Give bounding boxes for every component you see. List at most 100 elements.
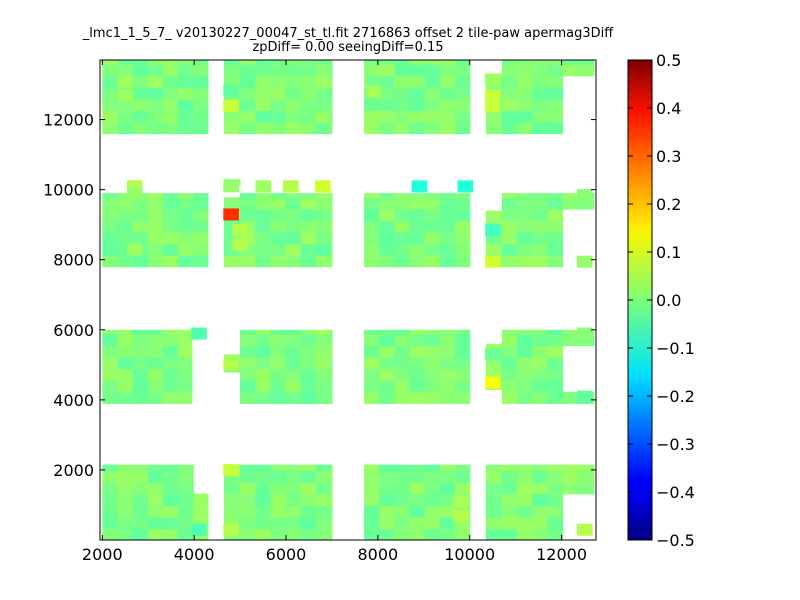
heatmap-cell [424,329,441,335]
heatmap-cell [132,528,149,540]
heatmap-cell [102,193,119,198]
heatmap-cell [270,333,287,347]
heatmap-cell [162,64,179,77]
heatmap-cell [379,493,395,506]
heatmap-cell [240,98,256,112]
heatmap-cell [501,470,518,483]
heatmap-cell [592,193,595,198]
heatmap-cell [547,87,564,100]
heatmap-cell [547,345,564,358]
heatmap-cell [500,220,503,233]
heatmap-cell [439,193,456,198]
heatmap-cell [255,64,271,77]
heatmap-cell [255,60,271,65]
heatmap-cell [501,243,518,256]
heatmap-cell [102,98,119,112]
heatmap-cell [300,122,317,135]
heatmap-cell [517,122,533,135]
heatmap-cell [239,197,241,210]
heatmap-cell [592,482,595,495]
heatmap-cell-highlight [223,84,239,97]
heatmap-cell [132,505,149,518]
heatmap-cell [255,391,271,404]
heatmap-cell [224,255,240,268]
heatmap-cell [147,243,164,256]
heatmap-cell [178,110,194,123]
heatmap-cell [239,360,241,373]
heatmap-cell [409,368,426,381]
heatmap-cell [178,505,194,518]
heatmap-cell [270,197,287,210]
heatmap-cell [255,110,271,123]
heatmap-cell-highlight [576,523,593,536]
heatmap-cell [193,60,209,65]
heatmap-cell [331,87,333,100]
heatmap-cell [240,528,256,540]
heatmap-cell [364,516,380,530]
heatmap-cell [147,87,164,100]
heatmap-cell [178,64,194,77]
heatmap-cell [517,391,533,404]
colorbar-tick-label: −0.5 [656,531,695,550]
heatmap-cell [147,345,164,358]
heatmap-cell [178,329,193,335]
heatmap-cell [300,482,317,495]
heatmap-cell [424,505,441,518]
heatmap-cell [162,243,179,256]
heatmap-cell-highlight [457,180,474,193]
heatmap-cell [409,75,426,88]
heatmap-cell [102,357,119,370]
heatmap-cell [331,193,333,198]
heatmap-cell [424,493,441,506]
heatmap-cell [532,464,548,472]
heatmap-cell [501,232,518,245]
heatmap-cell [315,232,332,245]
heatmap-cell [102,391,119,404]
colorbar-tick-label: −0.3 [656,435,695,454]
heatmap-cell [500,354,503,367]
heatmap-cell [547,516,564,530]
heatmap-cell [331,357,333,370]
heatmap-cell [500,75,503,88]
heatmap-cell-highlight [365,75,382,88]
heatmap-cell [439,60,456,65]
heatmap-cell [147,64,164,77]
heatmap-cell [270,528,287,540]
heatmap-cell [300,391,317,404]
heatmap-cell [364,60,380,65]
heatmap-cell [501,87,518,100]
heatmap-cell-highlight [191,327,207,340]
heatmap-cell [315,333,332,347]
heatmap-cell [517,528,533,540]
heatmap-cell [117,60,134,65]
heatmap-cell [409,64,426,77]
heatmap-cell [285,110,302,123]
heatmap-cell [239,493,241,506]
heatmap-cell [562,333,579,347]
heatmap-cell [331,516,333,530]
heatmap-cell [394,505,411,518]
heatmap-cell [285,391,302,404]
heatmap-cell [285,493,302,506]
colorbar-tick-label: 0.1 [656,243,681,262]
heatmap-cell [364,464,380,472]
heatmap-cell [517,333,533,347]
heatmap-cell [117,464,134,472]
heatmap-cell [364,110,380,123]
heatmap-cell [364,368,380,381]
heatmap-cell [455,333,471,347]
heatmap-cell [102,232,119,245]
heatmap-cell [532,368,548,381]
heatmap-cell [409,87,426,100]
heatmap-cell [562,470,579,483]
heatmap-cell [117,391,134,404]
heatmap-cell [394,243,411,256]
heatmap-cell [117,232,134,245]
heatmap-cell [162,87,179,100]
heatmap-cell [300,528,317,540]
heatmap-cell [240,64,256,77]
heatmap-cell [300,197,317,210]
heatmap-cell [455,98,471,112]
heatmap-cell [439,220,456,233]
heatmap-cell [117,329,134,335]
